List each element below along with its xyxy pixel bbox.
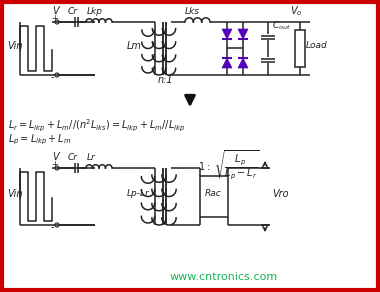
- Text: $C_{out}$: $C_{out}$: [272, 19, 291, 32]
- Polygon shape: [238, 29, 248, 39]
- Bar: [200, 176, 228, 217]
- Text: V: V: [52, 152, 59, 162]
- Text: -: -: [51, 222, 54, 232]
- Text: Lks: Lks: [185, 7, 200, 16]
- Text: Vro: Vro: [272, 189, 289, 199]
- Text: Vin: Vin: [7, 189, 22, 199]
- Text: Lp-Lr: Lp-Lr: [127, 190, 150, 199]
- Text: Rac: Rac: [205, 190, 222, 199]
- Polygon shape: [238, 58, 248, 68]
- Text: Cr: Cr: [68, 153, 78, 162]
- Bar: [295, 30, 305, 67]
- Text: $V_o$: $V_o$: [290, 4, 302, 18]
- Text: Cr: Cr: [68, 7, 78, 16]
- Text: V: V: [52, 6, 59, 16]
- Text: www.cntronics.com: www.cntronics.com: [170, 272, 278, 282]
- Text: Lkp: Lkp: [87, 7, 103, 16]
- Text: n:1: n:1: [158, 75, 174, 85]
- Text: Load: Load: [306, 41, 328, 51]
- Text: $L_p = L_{lkp} + L_m$: $L_p = L_{lkp} + L_m$: [8, 133, 71, 147]
- Text: Lr: Lr: [87, 153, 96, 162]
- Text: +: +: [51, 14, 58, 23]
- Polygon shape: [222, 29, 232, 39]
- Text: +: +: [51, 160, 58, 169]
- Text: -: -: [51, 72, 54, 82]
- Text: Lm: Lm: [127, 41, 142, 51]
- Polygon shape: [222, 58, 232, 68]
- Text: $1:\ \sqrt{\dfrac{L_p}{L_p-L_r}}$: $1:\ \sqrt{\dfrac{L_p}{L_p-L_r}}$: [198, 148, 260, 182]
- Text: $L_r = L_{lkp} + L_m //(n^2 L_{lks}) = L_{lkp} + L_m // L_{lkp}$: $L_r = L_{lkp} + L_m //(n^2 L_{lks}) = L…: [8, 118, 185, 134]
- Text: Vin: Vin: [7, 41, 22, 51]
